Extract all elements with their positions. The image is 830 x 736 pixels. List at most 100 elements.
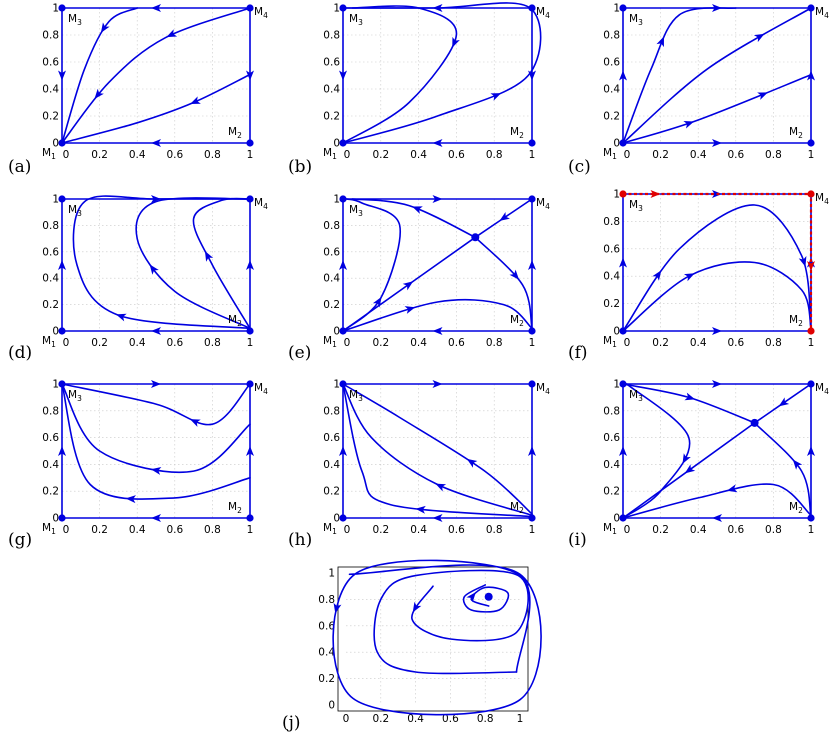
x-tick-label: 1 xyxy=(529,149,536,161)
direction-arrow xyxy=(528,446,536,456)
direction-arrow xyxy=(712,327,722,335)
y-tick-label: 1 xyxy=(613,189,620,201)
equilibrium-point xyxy=(619,327,627,335)
direction-arrow xyxy=(339,70,347,81)
x-tick-label: 0.4 xyxy=(407,713,424,725)
x-tick-label: 1 xyxy=(247,149,254,161)
label-m3: M3 xyxy=(349,389,363,403)
label-m1: M1 xyxy=(603,522,617,536)
label-m4: M4 xyxy=(254,382,268,396)
direction-arrow xyxy=(712,380,722,388)
direction-arrow xyxy=(528,70,536,81)
direction-arrow xyxy=(339,446,347,456)
y-tick-label: 0.8 xyxy=(603,216,620,228)
label-m2: M2 xyxy=(228,501,242,515)
x-tick-label: 0 xyxy=(344,337,351,349)
panel-label: (g) xyxy=(8,530,32,550)
x-tick-label: 0.6 xyxy=(448,149,465,161)
y-tick-label: 0 xyxy=(333,513,340,525)
equilibrium-point xyxy=(58,327,66,335)
equilibrium-point xyxy=(619,4,627,12)
direction-arrow xyxy=(151,139,161,147)
panel-label: (j) xyxy=(282,713,301,733)
x-tick-label: 0.8 xyxy=(204,524,221,536)
y-tick-label: 0.2 xyxy=(603,111,620,123)
trajectory xyxy=(351,198,477,239)
x-tick-label: 0.4 xyxy=(129,337,146,349)
direction-arrow xyxy=(466,458,478,468)
direction-arrow xyxy=(798,256,807,267)
x-tick-label: 0.8 xyxy=(486,524,503,536)
x-tick-label: 0.2 xyxy=(91,149,108,161)
direction-arrow xyxy=(415,505,426,514)
label-m4: M4 xyxy=(815,6,829,20)
trajectory xyxy=(622,383,691,519)
grid-j xyxy=(346,573,520,705)
panel-j: 0 0.2 0.4 0.6 0.8 1 0 0.2 0.4 0.6 0.8 1 (j) xyxy=(282,559,542,733)
y-tick-label: 0.6 xyxy=(323,246,340,258)
direction-arrow xyxy=(115,313,127,322)
direction-arrow xyxy=(190,96,201,104)
equilibrium-point xyxy=(528,380,536,388)
direction-arrow xyxy=(100,22,110,33)
trajectory xyxy=(332,559,542,716)
plot-frame xyxy=(61,7,251,144)
label-m1: M1 xyxy=(323,147,337,161)
equilibrium-point xyxy=(528,327,536,335)
label-m2: M2 xyxy=(789,314,803,328)
y-tick-label: 0.8 xyxy=(318,594,335,606)
label-m1: M1 xyxy=(42,335,56,349)
y-tick-label: 0 xyxy=(613,138,620,150)
y-tick-label: 0.4 xyxy=(323,459,340,471)
y-tick-label: 0.4 xyxy=(603,459,620,471)
trajectory xyxy=(622,7,812,144)
heteroclinic-path xyxy=(623,192,813,331)
y-tick-label: 0.6 xyxy=(323,57,340,69)
y-tick-label: 0.6 xyxy=(42,432,59,444)
equilibrium-point xyxy=(619,514,627,522)
equilibrium-point xyxy=(246,327,254,335)
direction-arrow xyxy=(753,33,765,43)
x-tick-label: 0.2 xyxy=(372,713,389,725)
direction-arrow xyxy=(151,380,161,388)
direction-arrow xyxy=(684,464,696,474)
x-tick-label: 0.2 xyxy=(652,149,669,161)
x-tick-label: 0.2 xyxy=(652,524,669,536)
direction-arrow xyxy=(682,453,691,464)
direction-arrow xyxy=(712,514,722,522)
equilibrium-point xyxy=(58,514,66,522)
y-tick-label: 0.6 xyxy=(323,432,340,444)
x-tick-label: 1 xyxy=(247,524,254,536)
x-tick-label: 0.2 xyxy=(91,337,108,349)
y-tick-label: 1 xyxy=(52,3,59,15)
y-tick-label: 0.8 xyxy=(42,405,59,417)
direction-arrow xyxy=(246,260,254,270)
equilibrium-point xyxy=(807,380,815,388)
y-tick-label: 0.6 xyxy=(42,246,59,258)
panel-label: (c) xyxy=(568,157,591,177)
x-tick-label: 0.6 xyxy=(727,524,744,536)
y-tick-label: 0 xyxy=(613,326,620,338)
x-tick-label: 1 xyxy=(517,713,524,725)
direction-arrow xyxy=(432,327,443,335)
x-tick-label: 1 xyxy=(529,524,536,536)
equilibrium-point xyxy=(246,4,254,12)
y-tick-label: 0 xyxy=(333,138,340,150)
equilibrium-point xyxy=(58,139,66,147)
equilibrium-point xyxy=(807,4,815,12)
y-tick-label: 0.2 xyxy=(42,111,59,123)
trajectory xyxy=(622,204,812,332)
y-tick-label: 0.4 xyxy=(603,271,620,283)
direction-arrow xyxy=(151,327,161,335)
x-tick-label: 0.8 xyxy=(477,713,494,725)
x-tick-label: 0.8 xyxy=(765,524,782,536)
x-tick-label: 0.8 xyxy=(765,337,782,349)
y-tick-label: 0.4 xyxy=(42,459,59,471)
y-tick-label: 0.2 xyxy=(603,486,620,498)
trajectory xyxy=(753,422,812,519)
x-tick-label: 0 xyxy=(344,524,351,536)
